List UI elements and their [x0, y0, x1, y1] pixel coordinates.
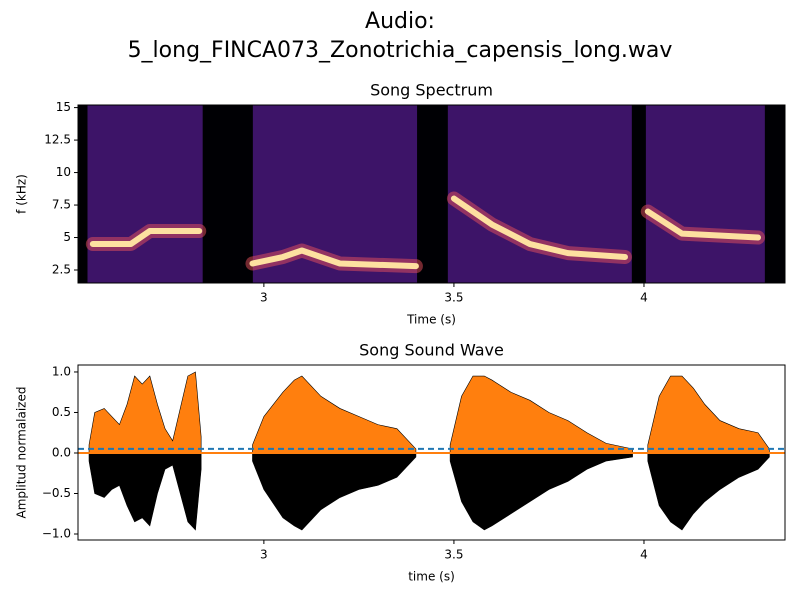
wave-lower [647, 452, 770, 531]
y-tick-label: 12.5 [44, 133, 71, 147]
y-tick-label: 10 [56, 165, 71, 179]
x-axis-label: Time (s) [406, 313, 456, 327]
y-tick-label: −0.5 [42, 486, 71, 500]
wave-upper [88, 371, 202, 454]
y-axis-label: Amplitud normalaized [15, 387, 29, 519]
sound-segment [645, 105, 765, 283]
y-tick-label: 0.5 [52, 405, 71, 419]
axes-title: Song Spectrum [370, 81, 493, 100]
y-tick-label: 1.0 [52, 364, 71, 378]
wave-lower [88, 452, 202, 531]
x-tick-label: 4 [640, 548, 648, 562]
wave-upper [252, 375, 417, 454]
x-tick-label: 3.5 [444, 548, 463, 562]
x-axis-label: time (s) [408, 570, 455, 584]
dominant-frequency [644, 208, 762, 241]
y-tick-label: −1.0 [42, 527, 71, 541]
wave-upper [449, 375, 633, 454]
y-tick-label: 15 [56, 100, 71, 114]
y-tick-label: 7.5 [52, 198, 71, 212]
y-axis-label: f (kHz) [15, 174, 29, 214]
y-tick-label: 0.0 [52, 445, 71, 459]
dominant-frequency [450, 195, 628, 261]
dominant-frequency [249, 247, 419, 270]
x-tick-label: 4 [640, 291, 648, 305]
y-tick-label: 5 [63, 230, 71, 244]
y-tick-label: 2.5 [52, 263, 71, 277]
x-tick-label: 3.5 [444, 291, 463, 305]
dominant-frequency [89, 228, 203, 248]
x-tick-label: 3 [260, 291, 268, 305]
wave-lower [449, 452, 633, 531]
axes-title: Song Sound Wave [359, 341, 504, 360]
wave-lower [252, 452, 417, 531]
axes-frame [77, 364, 786, 541]
wave-upper [647, 375, 770, 454]
sound-segment [87, 105, 203, 283]
x-tick-label: 3 [260, 548, 268, 562]
figure-subtitle: 5_long_FINCA073_Zonotrichia_capensis_lon… [128, 38, 673, 63]
figure-title: Audio: [365, 9, 435, 34]
axes-frame [77, 104, 786, 284]
